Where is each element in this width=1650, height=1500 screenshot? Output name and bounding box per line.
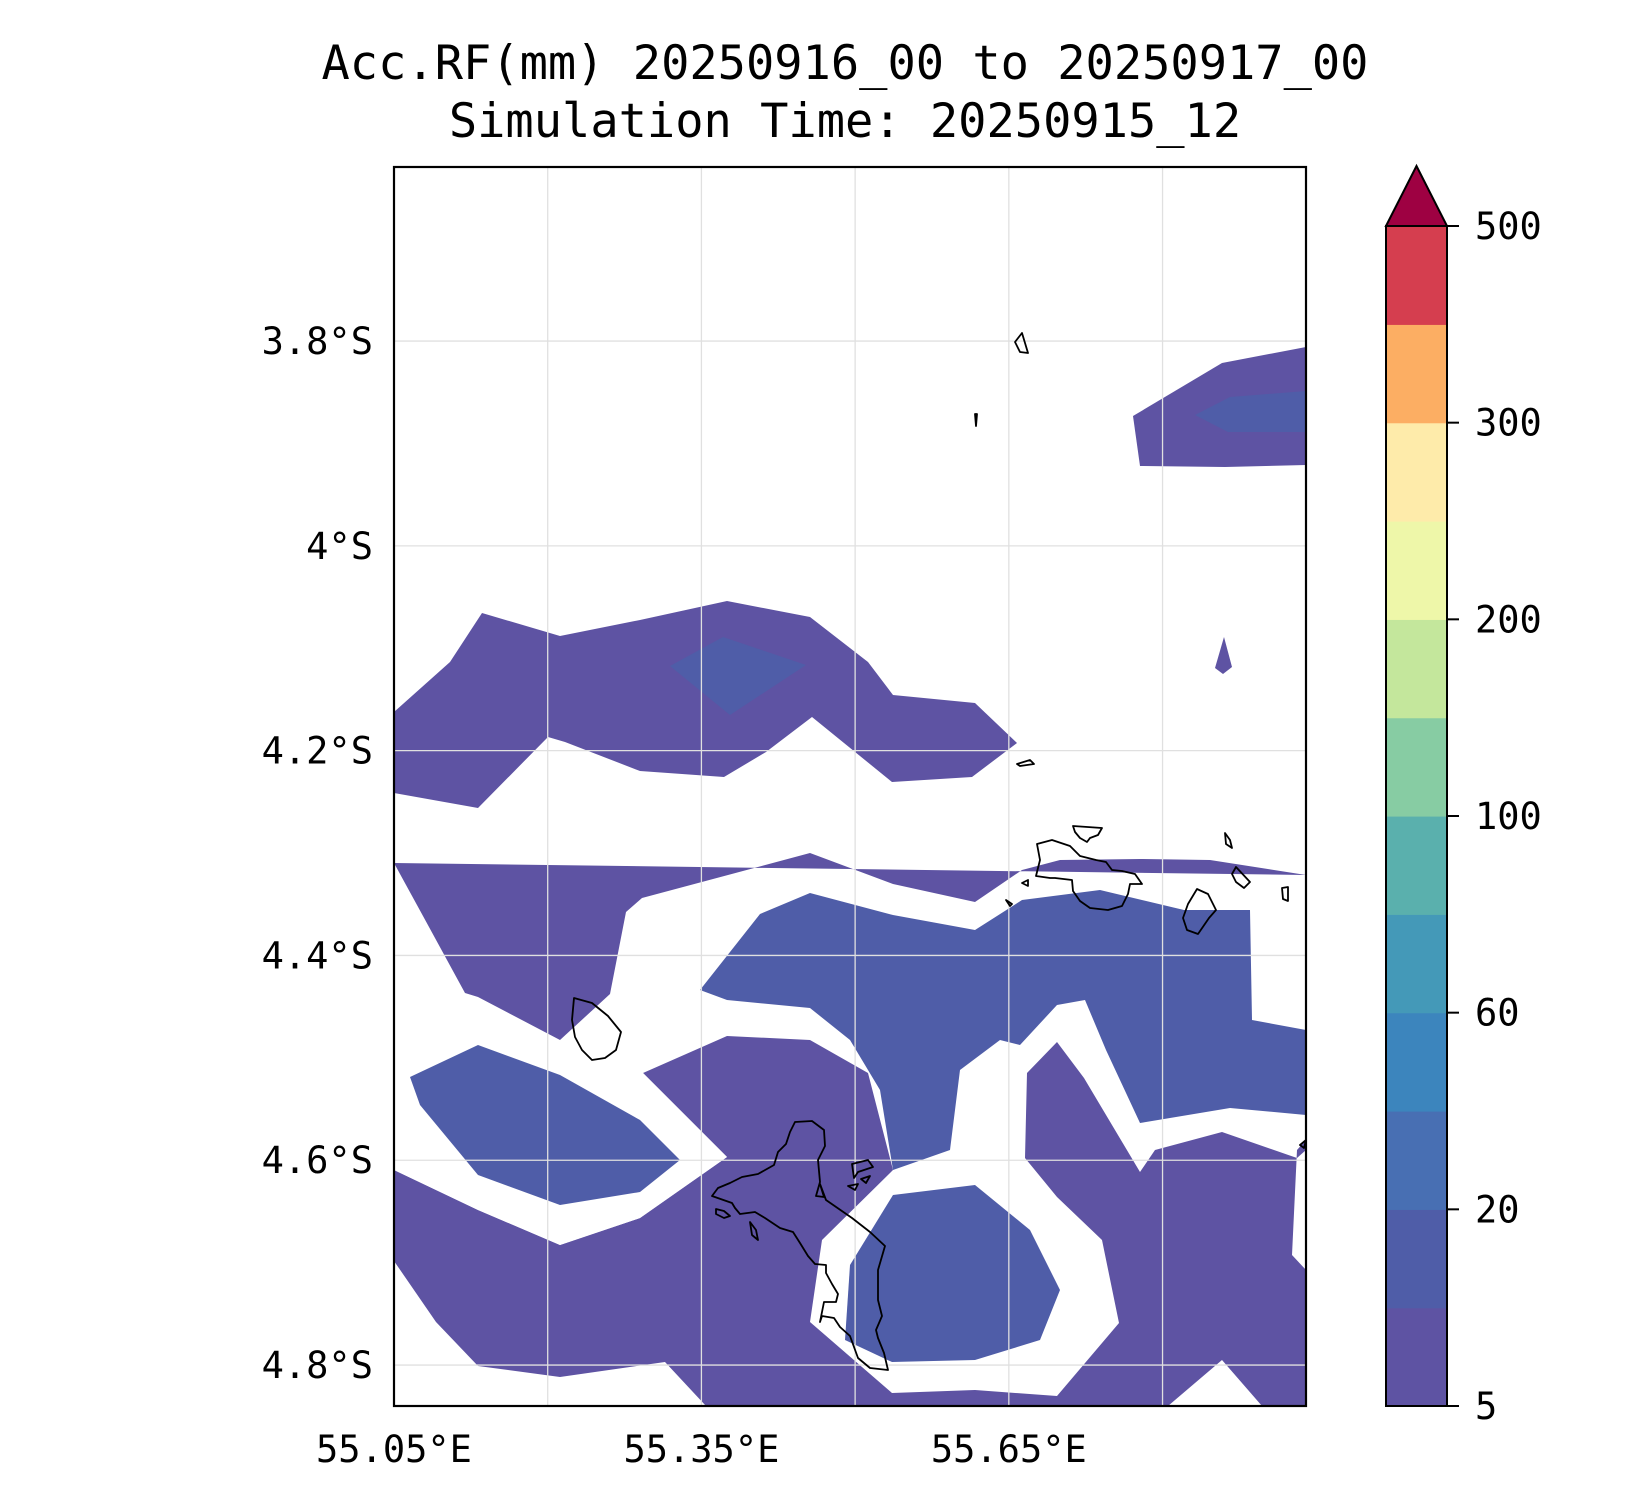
rainfall-contours bbox=[394, 347, 1306, 1406]
colorbar-tick-label: 200 bbox=[1475, 598, 1542, 641]
coast-island-9 bbox=[1016, 759, 1035, 767]
x-axis-ticks: 55.05°E 55.35°E 55.65°E bbox=[316, 1428, 1087, 1471]
coast-island-10 bbox=[1021, 879, 1029, 887]
colorbar: 5 20 60 100 200 300 500 bbox=[1384, 163, 1542, 1428]
colorbar-tick-label: 60 bbox=[1475, 992, 1520, 1035]
coast-island-2 bbox=[851, 1159, 874, 1179]
x-tick-label: 55.05°E bbox=[316, 1428, 472, 1471]
colorbar-tick-label: 500 bbox=[1475, 205, 1542, 248]
colorbar-swatch bbox=[1386, 226, 1447, 325]
contour-core-north-east bbox=[1195, 391, 1306, 432]
contour-small-cell bbox=[1215, 637, 1232, 674]
coast-mahe-island bbox=[711, 1120, 889, 1371]
coast-curieuse-island bbox=[1072, 825, 1103, 843]
colorbar-tick-label: 300 bbox=[1475, 402, 1542, 445]
coast-island-4 bbox=[860, 1175, 871, 1184]
colorbar-tick-label: 20 bbox=[1475, 1188, 1520, 1231]
coast-island-11 bbox=[1005, 899, 1013, 907]
coast-praslin-island bbox=[1035, 839, 1143, 911]
coast-islet-small bbox=[974, 413, 978, 427]
x-tick-label: 55.65°E bbox=[931, 1428, 1087, 1471]
y-tick-label: 4.4°S bbox=[262, 934, 373, 977]
colorbar-tick-label: 5 bbox=[1475, 1385, 1497, 1428]
colorbar-swatch bbox=[1386, 816, 1447, 915]
coastline bbox=[571, 332, 1306, 1371]
chart-title: Acc.RF(mm) 20250916_00 to 20250917_00 bbox=[321, 36, 1369, 91]
y-tick-label: 4.6°S bbox=[262, 1139, 373, 1182]
colorbar-swatch bbox=[1386, 521, 1447, 620]
y-axis-ticks: 3.8°S 4°S 4.2°S 4.4°S 4.6°S 4.8°S bbox=[262, 320, 373, 1387]
colorbar-swatch bbox=[1386, 1012, 1447, 1112]
contour-north-band bbox=[394, 601, 1017, 808]
colorbar-extend-arrow bbox=[1384, 163, 1449, 227]
coast-island-7 bbox=[1281, 886, 1289, 902]
plot-frame bbox=[392, 165, 1308, 1408]
colorbar-swatch bbox=[1386, 619, 1447, 719]
colorbar-swatch bbox=[1386, 717, 1447, 817]
colorbar-swatch bbox=[1386, 1111, 1447, 1210]
chart-subtitle: Simulation Time: 20250915_12 bbox=[448, 94, 1242, 149]
colorbar-swatch bbox=[1386, 422, 1447, 522]
colorbar-swatch bbox=[1386, 1209, 1447, 1309]
coast-silhouette-island bbox=[571, 997, 622, 1061]
colorbar-swatch bbox=[1386, 324, 1447, 424]
coast-la-digue-island bbox=[1182, 888, 1217, 935]
y-tick-label: 4.8°S bbox=[262, 1344, 373, 1387]
coast-island-3 bbox=[847, 1183, 859, 1191]
coast-island-6 bbox=[749, 1221, 759, 1241]
colorbar-swatch bbox=[1386, 1307, 1447, 1407]
y-tick-label: 4°S bbox=[306, 525, 373, 568]
coast-island-5 bbox=[715, 1208, 731, 1219]
y-tick-label: 3.8°S bbox=[262, 320, 373, 363]
x-tick-label: 55.35°E bbox=[623, 1428, 779, 1471]
contour-central-band bbox=[394, 853, 1306, 1406]
contour-core-central bbox=[700, 890, 1306, 1170]
coast-north-islet bbox=[1014, 332, 1029, 354]
contour-core-south-west bbox=[410, 1045, 680, 1205]
colorbar-swatch bbox=[1386, 914, 1447, 1014]
y-tick-label: 4.2°S bbox=[262, 730, 373, 773]
coast-felicite-island bbox=[1231, 866, 1251, 889]
contour-core-north bbox=[670, 637, 806, 715]
coast-island-8 bbox=[1224, 832, 1233, 849]
contour-core-south bbox=[845, 1185, 1060, 1362]
colorbar-tick-label: 100 bbox=[1475, 795, 1542, 838]
